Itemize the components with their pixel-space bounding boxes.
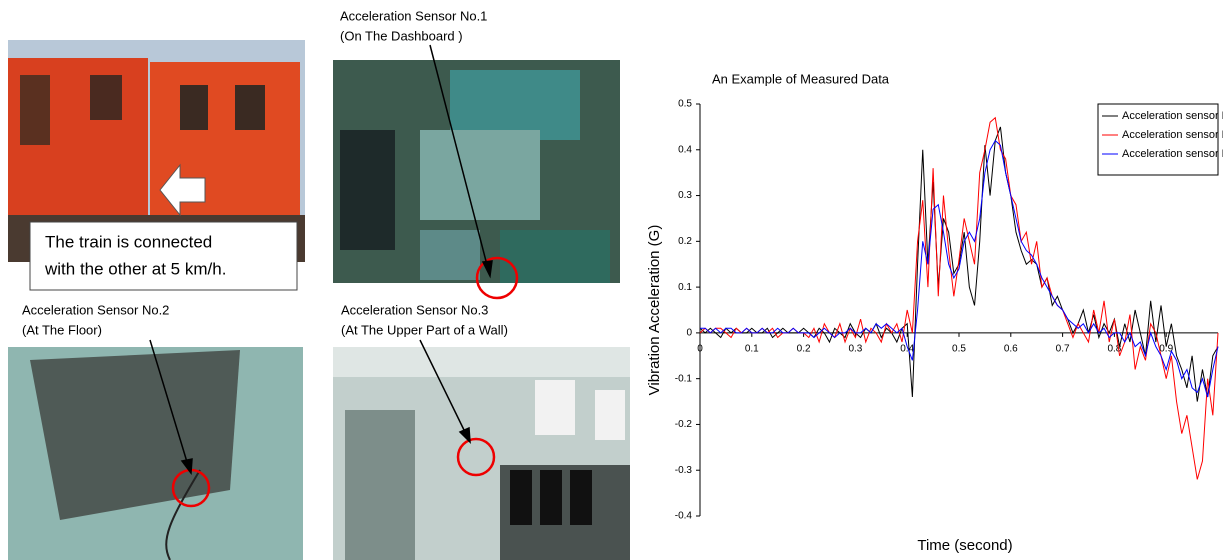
- y-tick-label: 0.4: [678, 144, 692, 155]
- x-tick-label: 0: [697, 344, 703, 355]
- train-photo: [8, 40, 305, 290]
- y-tick-label: -0.2: [675, 419, 693, 430]
- train-note: The train is connected: [45, 232, 212, 251]
- x-tick-label: 0.1: [745, 344, 759, 355]
- x-tick-label: 0.3: [848, 344, 862, 355]
- sensor-label: Acceleration Sensor No.3: [341, 302, 488, 317]
- sensor-label: (On The Dashboard ): [340, 28, 463, 43]
- y-tick-label: 0.5: [678, 99, 692, 110]
- sensor-label: (At The Floor): [22, 322, 102, 337]
- x-tick-label: 0.2: [797, 344, 811, 355]
- train-note: with the other at 5 km/h.: [44, 259, 226, 278]
- x-tick-label: 0.7: [1056, 344, 1070, 355]
- sensor-label: Acceleration Sensor No.2: [22, 302, 169, 317]
- y-axis-label: Vibration Acceleration (G): [646, 225, 663, 396]
- page: {"panels":{"train_note":["The train is c…: [0, 0, 1223, 560]
- y-tick-label: 0.1: [678, 282, 692, 293]
- sensor-label: (At The Upper Part of a Wall): [341, 322, 508, 337]
- x-tick-label: 0.6: [1004, 344, 1018, 355]
- chart-title: An Example of Measured Data: [712, 71, 890, 86]
- y-tick-label: -0.4: [675, 511, 693, 522]
- legend-label: Acceleration sensor No.3: [1122, 148, 1223, 160]
- x-tick-label: 0.5: [952, 344, 966, 355]
- y-tick-label: 0.2: [678, 236, 692, 247]
- figure: The train is connected with the other at…: [0, 0, 1223, 560]
- legend-label: Acceleration sensor No.2: [1122, 129, 1223, 141]
- y-tick-label: -0.3: [675, 465, 693, 476]
- dashboard-photo: [333, 60, 620, 298]
- wall-photo: [333, 347, 630, 560]
- y-tick-label: 0.3: [678, 190, 692, 201]
- floor-photo: [8, 347, 303, 560]
- x-tick-label: 0.4: [900, 344, 914, 355]
- sensor-label: Acceleration Sensor No.1: [340, 8, 487, 23]
- series-line: [700, 141, 1218, 397]
- legend-label: Acceleration sensor No.1: [1122, 110, 1223, 122]
- y-tick-label: 0: [686, 328, 692, 339]
- x-axis-label: Time (second): [917, 537, 1012, 554]
- y-tick-label: -0.1: [675, 373, 693, 384]
